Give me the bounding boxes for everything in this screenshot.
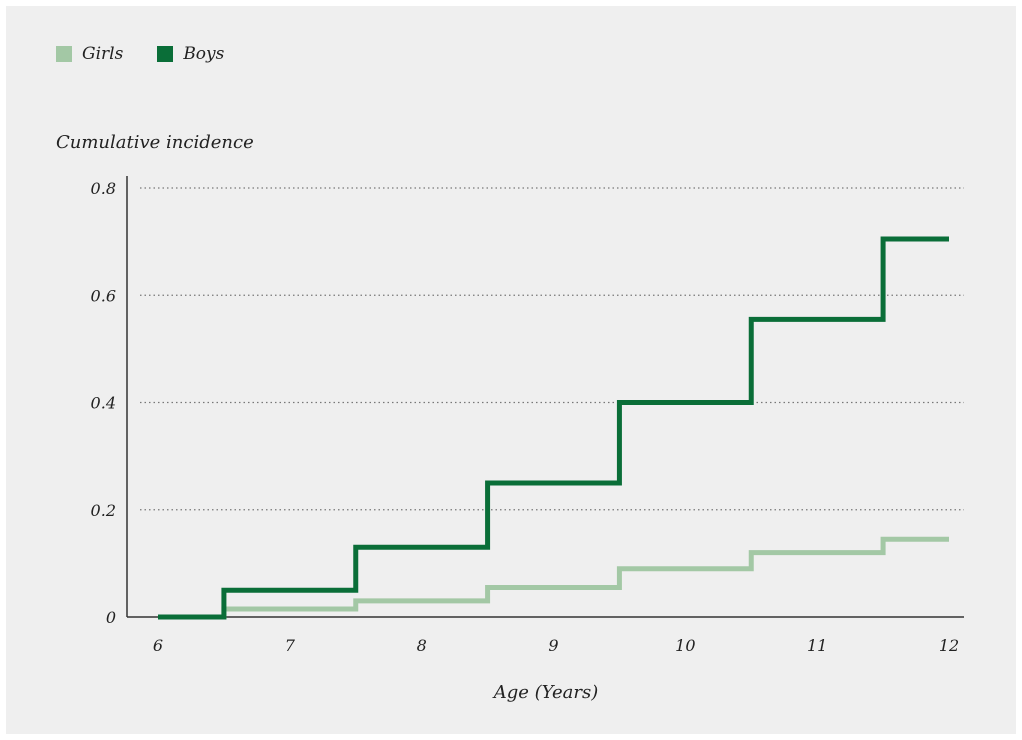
x-tick-label-0: 6: [153, 636, 163, 655]
x-tick-label-1: 7: [285, 636, 296, 655]
gridlines: [140, 187, 964, 511]
legend-label-boys: Boys: [183, 44, 225, 64]
y-tick-label-4: 0.8: [91, 179, 116, 198]
series-lines: [158, 236, 949, 620]
legend-item-boys: Boys: [157, 44, 224, 64]
axes: [126, 176, 964, 618]
legend-swatch-girls: [56, 46, 72, 62]
y-tick-label-0: 0: [106, 608, 116, 627]
x-tick-label-6: 12: [939, 636, 959, 655]
series-line-girls: [158, 536, 949, 620]
series-line-boys: [158, 236, 949, 620]
x-tick-labels: 6 7 8 9 10 11 12: [153, 636, 959, 655]
y-tick-label-2: 0.4: [91, 394, 116, 413]
y-tick-label-1: 0.2: [91, 501, 116, 520]
legend-item-girls: Girls: [56, 44, 123, 64]
legend-label-girls: Girls: [82, 44, 124, 64]
legend: Girls Boys: [56, 44, 224, 64]
step-chart: Cumulative incidence 0 0.2 0.4 0.6 0.8 6 7 8 9 1…: [56, 132, 964, 703]
x-axis-label: Age (Years): [492, 682, 598, 703]
y-axis-label: Cumulative incidence: [56, 132, 254, 153]
x-tick-label-2: 8: [417, 636, 427, 655]
x-tick-label-3: 9: [548, 636, 558, 655]
legend-swatch-boys: [157, 46, 174, 62]
x-tick-label-4: 10: [675, 636, 695, 655]
chart-frame: Girls Boys Cumulative incidence 0 0.2 0.4 0…: [6, 6, 1016, 734]
y-tick-label-3: 0.6: [91, 286, 116, 305]
y-tick-labels: 0 0.2 0.4 0.6 0.8: [91, 179, 116, 627]
x-tick-label-5: 11: [807, 636, 827, 655]
